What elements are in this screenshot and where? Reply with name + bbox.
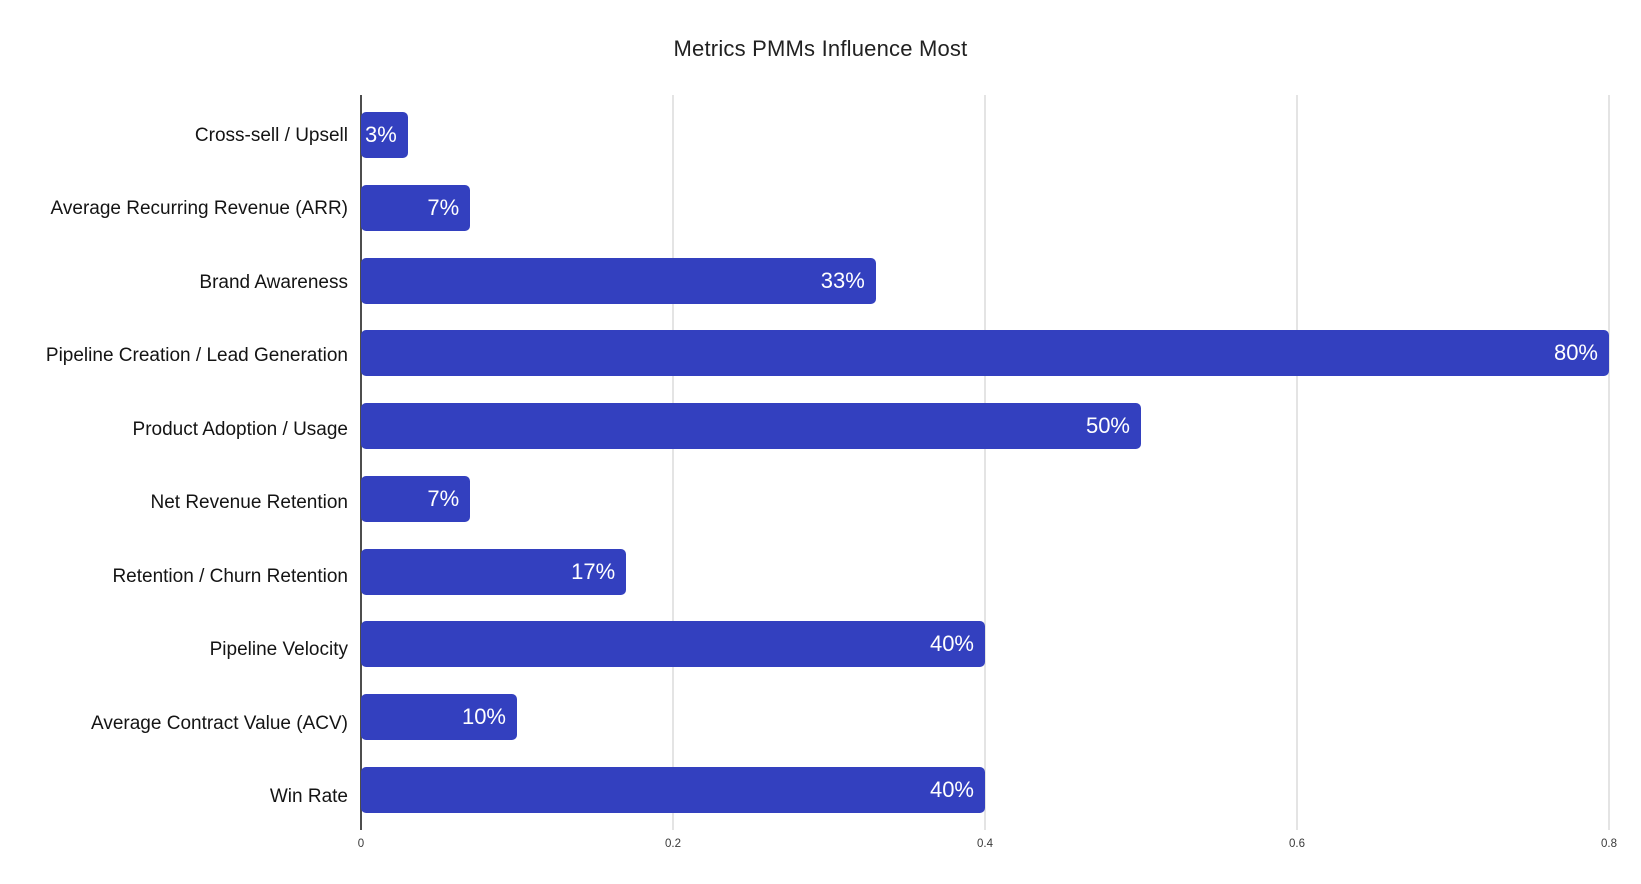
chart-row: 3% [361,99,1609,172]
gridline [672,95,674,830]
category-label: Pipeline Velocity [209,639,348,661]
bar-value-label: 3% [365,122,397,148]
x-axis-tick-label: 0.4 [977,838,993,850]
category-label-row: Product Adoption / Usage [0,393,348,467]
gridlines [360,95,1610,830]
category-label: Brand Awareness [199,271,348,293]
bar-value-label: 80% [1553,340,1598,366]
gridline [1608,95,1610,830]
category-label-row: Brand Awareness [0,246,348,320]
bar-value-label: 10% [461,703,506,729]
category-label-row: Average Recurring Revenue (ARR) [0,173,348,247]
chart-row: 10% [361,681,1609,754]
category-label-row: Pipeline Creation / Lead Generation [0,320,348,394]
bar: 7% [361,185,471,232]
bar-value-label: 50% [1085,413,1130,439]
category-label: Win Rate [269,786,348,808]
category-label-row: Win Rate [0,761,348,835]
bar: 7% [361,475,471,522]
category-label: Average Contract Value (ACV) [91,712,348,734]
bar: 17% [361,548,627,595]
bar: 33% [361,257,876,304]
category-label-row: Cross-sell / Upsell [0,99,348,173]
x-axis-tick-label: 0.8 [1601,838,1617,850]
chart-row: 40% [361,753,1609,826]
plot-area: 3% 7% 33% 80% 50% 7% 17% 40% 10% 40% [360,95,1610,830]
category-label: Net Revenue Retention [150,492,348,514]
x-axis-tick-label: 0 [357,838,365,850]
chart-row: 50% [361,390,1609,463]
chart-row: 7% [361,463,1609,536]
bar-rows: 3% 7% 33% 80% 50% 7% 17% 40% 10% 40% [361,95,1609,830]
bar-value-label: 17% [571,558,616,584]
category-label-row: Net Revenue Retention [0,467,348,541]
category-label: Average Recurring Revenue (ARR) [50,198,348,220]
x-axis-tick-label: 0.2 [665,838,681,850]
bar-value-label: 33% [820,267,865,293]
gridline [984,95,986,830]
category-label-row: Retention / Churn Retention [0,540,348,614]
category-label: Cross-sell / Upsell [194,124,348,146]
bar: 50% [361,403,1141,450]
chart-row: 40% [361,608,1609,681]
category-label-row: Pipeline Velocity [0,614,348,688]
bar: 3% [361,112,408,159]
x-axis-tick-label: 0.6 [1289,838,1305,850]
bar-value-label: 7% [427,195,460,221]
bar: 40% [361,766,985,813]
y-axis-line [360,95,362,830]
bar-value-label: 40% [929,631,974,657]
bar-value-label: 7% [427,485,460,511]
x-axis-ticks: 0 0.2 0.4 0.6 0.8 [357,836,1617,856]
chart-title: Metrics PMMs Influence Most [673,36,968,61]
category-label: Retention / Churn Retention [112,565,348,587]
category-label: Pipeline Creation / Lead Generation [45,345,348,367]
gridline [1296,95,1298,830]
chart-row: 80% [361,317,1609,390]
category-label: Product Adoption / Usage [132,418,348,440]
bar: 10% [361,693,517,740]
category-label-column: Cross-sell / Upsell Average Recurring Rev… [0,95,348,838]
chart-row: 17% [361,535,1609,608]
bar: 40% [361,621,985,668]
bar-value-label: 40% [929,776,974,802]
bar: 80% [361,330,1609,377]
chart-row: 7% [361,172,1609,245]
chart-row: 33% [361,244,1609,317]
category-label-row: Average Contract Value (ACV) [0,687,348,761]
